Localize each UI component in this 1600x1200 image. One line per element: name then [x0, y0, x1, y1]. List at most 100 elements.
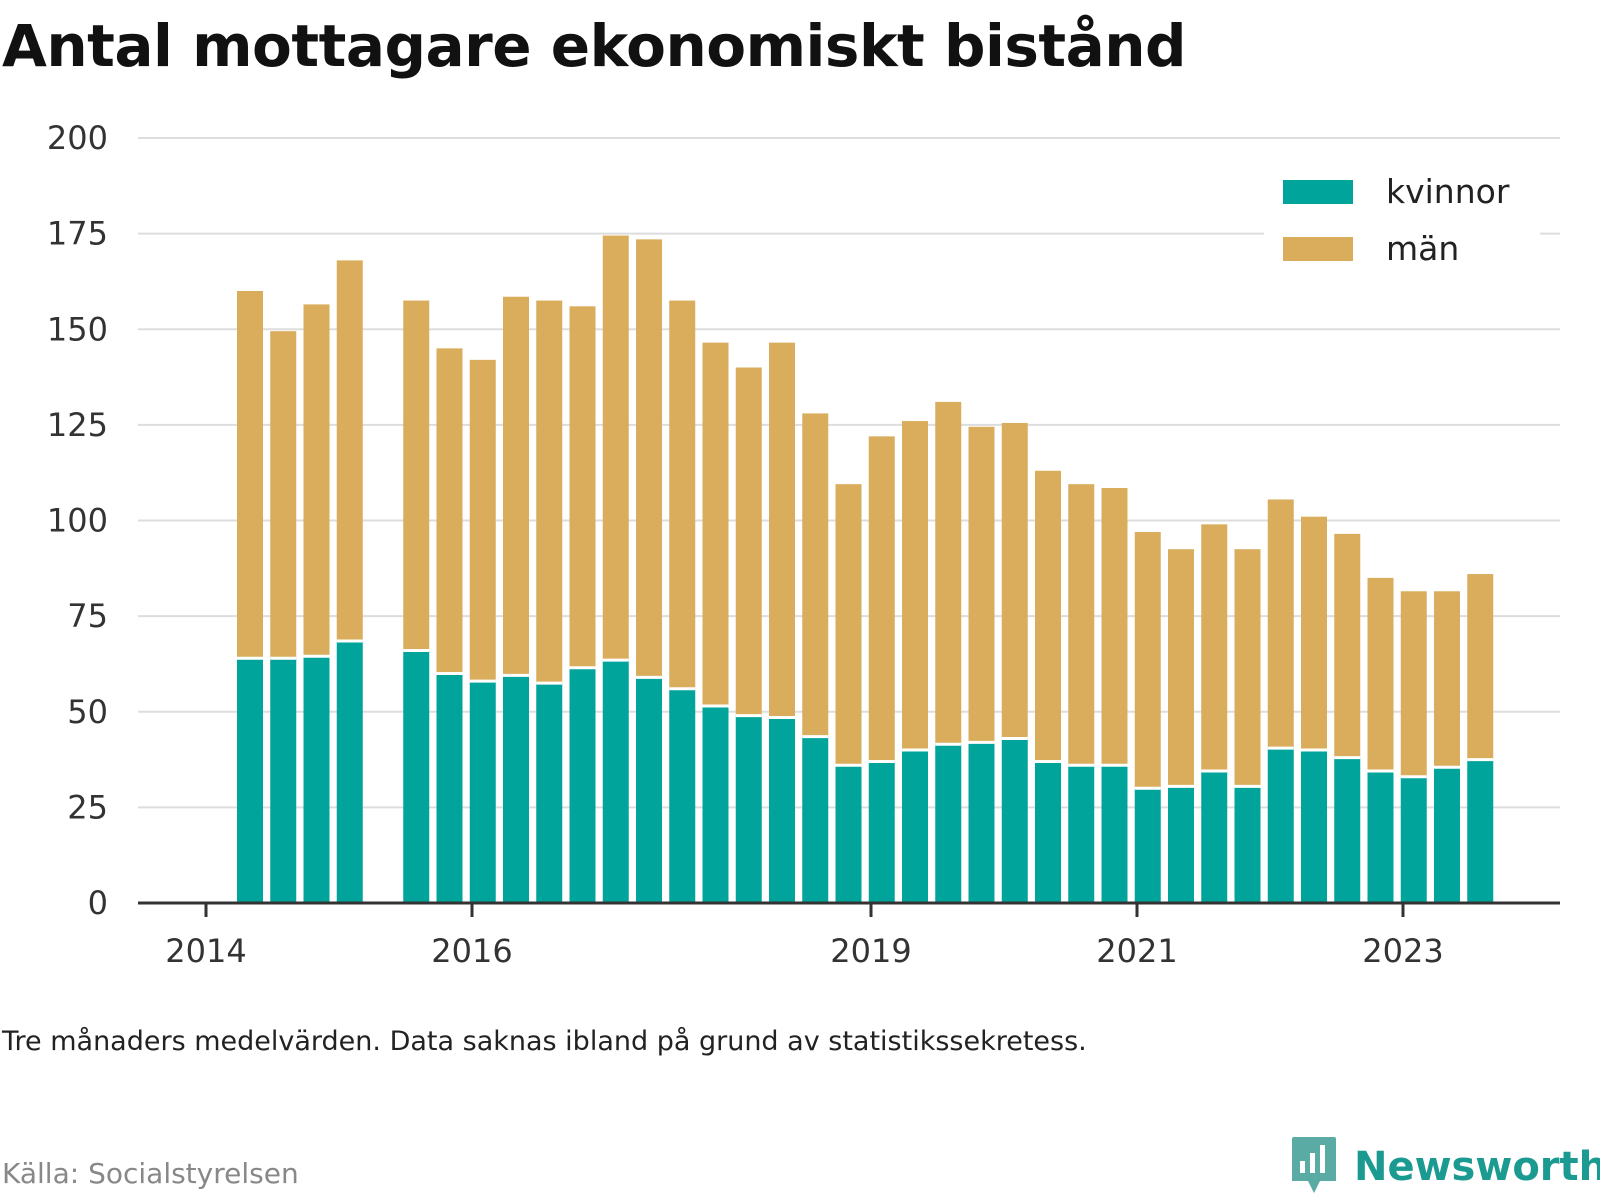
y-tick-label: 200 [47, 119, 108, 157]
y-axis-tick-labels: 0 25 50 75 100 125 150 175 200 [47, 119, 108, 922]
bar-man [1068, 484, 1095, 766]
y-tick-label: 125 [47, 406, 108, 444]
bar-kvinnor [336, 640, 363, 903]
bar-kvinnor [602, 660, 629, 903]
bar-man [1001, 422, 1028, 739]
bar-man [1400, 591, 1427, 777]
bar-kvinnor [835, 765, 862, 903]
y-tick-label: 25 [67, 788, 108, 826]
bar-kvinnor [536, 683, 563, 903]
bar-man [735, 367, 762, 716]
bar-man [469, 359, 496, 682]
bar-kvinnor [436, 673, 463, 903]
chart-title: Antal mottagare ekonomiskt bistånd [2, 12, 1187, 80]
bar-man [569, 306, 596, 668]
bar-kvinnor [1168, 786, 1194, 903]
bar-kvinnor [1301, 750, 1327, 903]
y-tick-label: 50 [67, 693, 108, 731]
bar-man [1334, 533, 1361, 758]
bar-kvinnor [802, 736, 829, 903]
bar-kvinnor [270, 658, 297, 903]
bar-kvinnor [1201, 771, 1228, 903]
bar-man [1267, 499, 1294, 749]
bar-man [1201, 524, 1228, 772]
legend-swatch [1283, 180, 1353, 204]
bar-kvinnor [1035, 761, 1061, 903]
bar-kvinnor [1400, 776, 1427, 903]
bar-kvinnor [702, 706, 729, 903]
bar-man [935, 401, 962, 745]
bar-kvinnor [935, 744, 962, 903]
bar-kvinnor [1334, 757, 1361, 903]
bar-kvinnor [403, 650, 430, 903]
bar-man [1367, 577, 1394, 772]
bar-man [1234, 549, 1261, 787]
bar-kvinnor [868, 761, 895, 903]
brand: Newsworthy [1290, 1137, 1600, 1197]
source-text: Källa: Socialstyrelsen [2, 1157, 299, 1190]
bar-man [968, 426, 995, 743]
bar-kvinnor [735, 715, 762, 903]
bar-kvinnor [237, 658, 263, 903]
bar-man [902, 421, 928, 750]
legend-label: män [1386, 229, 1459, 268]
bar-man [303, 304, 330, 657]
bar-kvinnor [669, 688, 696, 903]
bar-kvinnor [1467, 759, 1494, 903]
bar-man [1301, 516, 1327, 750]
bar-kvinnor [303, 656, 330, 903]
legend-swatch [1283, 237, 1353, 261]
bar-man [835, 484, 862, 766]
bar-man [636, 239, 662, 678]
bar-man [868, 436, 895, 762]
bar-man [702, 342, 729, 707]
bar-kvinnor [769, 717, 795, 903]
y-tick-label: 150 [47, 310, 108, 348]
bar-man [536, 300, 563, 684]
bar-kvinnor [1001, 738, 1028, 903]
bar-man [436, 348, 463, 674]
chart-note: Tre månaders medelvärden. Data saknas ib… [2, 1026, 1087, 1057]
bar-man [336, 260, 363, 641]
bar-kvinnor [1434, 767, 1460, 903]
bar-man [1467, 574, 1494, 760]
bar-man [802, 413, 829, 737]
x-tick-label: 2019 [830, 932, 911, 970]
x-tick-label: 2023 [1362, 932, 1443, 970]
x-tick-label: 2016 [431, 932, 512, 970]
x-axis: 2014 2016 2019 2021 2023 [138, 901, 1560, 970]
bar-kvinnor [902, 750, 928, 903]
bar-kvinnor [569, 667, 596, 903]
bar-man [1101, 487, 1128, 766]
bar-man [769, 342, 795, 718]
x-tick-label: 2021 [1096, 932, 1177, 970]
y-tick-label: 100 [47, 502, 108, 540]
bar-kvinnor [968, 742, 995, 903]
y-tick-label: 0 [88, 884, 108, 922]
bar-man [1035, 470, 1061, 762]
y-tick-label: 175 [47, 215, 108, 253]
y-tick-label: 75 [67, 597, 108, 635]
x-tick-label: 2014 [165, 932, 246, 970]
bar-man [1168, 549, 1194, 787]
bar-man [503, 296, 529, 676]
brand-name: Newsworthy [1354, 1144, 1600, 1190]
bar-man [602, 235, 629, 661]
bar-man [237, 291, 263, 659]
bar-kvinnor [1101, 765, 1128, 903]
bar-man [1434, 591, 1460, 768]
bar-man [669, 300, 696, 689]
bar-kvinnor [503, 675, 529, 903]
bar-kvinnor [1267, 748, 1294, 903]
legend: kvinnor män [1264, 160, 1540, 280]
legend-label: kvinnor [1386, 172, 1510, 211]
bar-kvinnor [1367, 771, 1394, 903]
bar-kvinnor [1068, 765, 1095, 903]
bar-kvinnor [636, 677, 662, 903]
bar-man [403, 300, 430, 651]
bars [237, 235, 1494, 903]
bar-man [1134, 531, 1161, 789]
newsworthy-logo-icon [1292, 1137, 1336, 1193]
bar-man [270, 331, 297, 659]
